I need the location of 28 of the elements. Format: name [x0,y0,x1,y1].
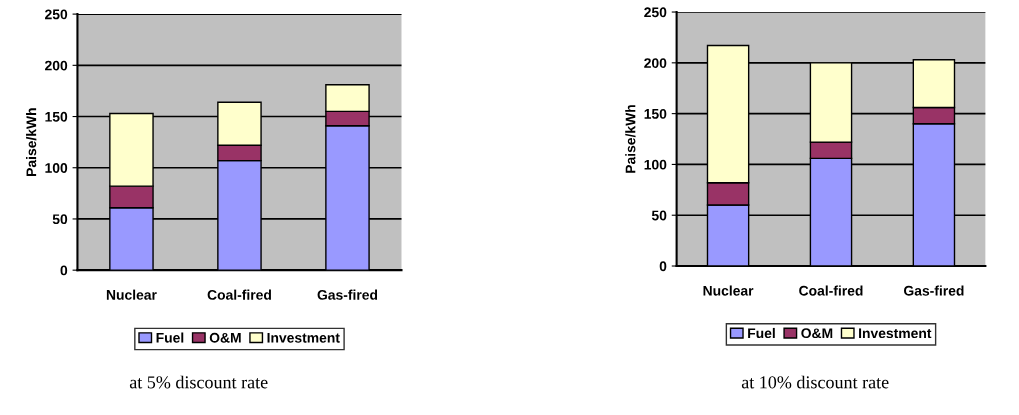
legend-label: Investment [267,333,340,343]
legend-label: O&M [209,332,241,343]
x-tick-label: Nuclear [106,289,157,300]
x-tick-label: Gas-fired [904,285,964,296]
y-tick-label: 250 [644,7,667,18]
x-tick-label: Gas-fired [317,289,378,300]
y-axis-title: Paise/kWh [625,105,636,173]
x-tick-label: Coal-fired [799,285,863,296]
y-tick-label: 200 [644,58,667,68]
y-tick-label: 0 [60,265,68,276]
legend-label: Fuel [748,327,775,339]
y-axis-title: Paise/kWh [26,108,37,176]
legend-label: O&M [801,328,833,339]
legend-label: Fuel [156,332,184,343]
y-tick-label: 150 [45,111,68,122]
y-tick-label: 50 [52,214,68,225]
y-tick-label: 50 [651,210,667,221]
y-tick-label: 200 [45,60,68,71]
text: at 10% discount rate [741,375,889,389]
y-tick-label: 100 [644,159,667,170]
y-tick-label: 0 [659,261,667,272]
text: at 5% discount rate [129,375,268,389]
y-tick-label: 100 [45,163,68,173]
legend-label: Investment [859,328,932,339]
x-tick-label: Nuclear [703,285,754,296]
x-tick-label: Coal-fired [207,289,271,300]
y-tick-label: 250 [45,9,68,20]
y-tick-label: 150 [644,108,667,119]
